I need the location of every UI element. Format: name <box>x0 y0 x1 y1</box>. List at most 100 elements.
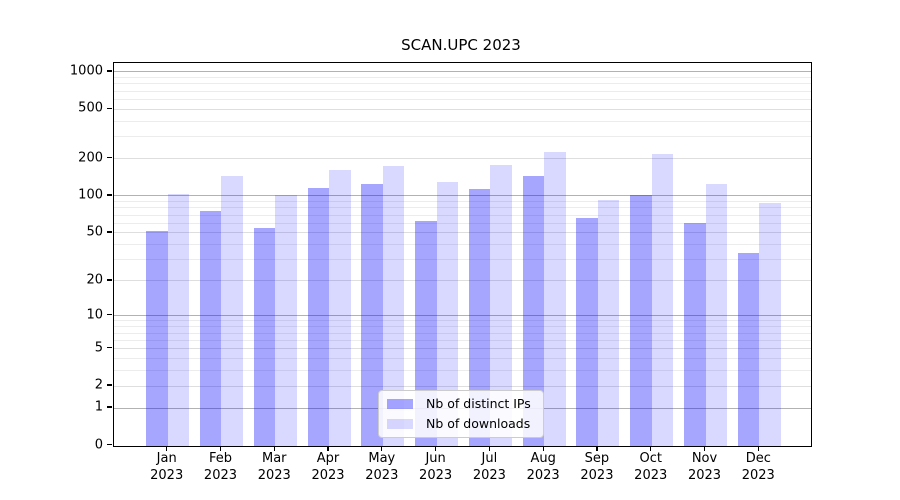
minor-gridline <box>113 214 811 216</box>
y-tick-mark <box>106 194 112 196</box>
y-tick-mark <box>106 346 112 349</box>
minor-gridline <box>113 332 811 334</box>
y-tick-label: 50 <box>86 224 103 240</box>
x-tick-label: Jun 2023 <box>404 450 468 484</box>
bar-distinct-ips-sep <box>576 218 598 446</box>
legend: Nb of distinct IPs Nb of downloads <box>378 390 544 438</box>
x-tick-mark <box>434 446 437 451</box>
minor-gridline <box>113 77 811 79</box>
x-tick-year: 2023 <box>634 468 668 483</box>
y-tick-mark <box>106 384 112 386</box>
bar-downloads-apr <box>329 170 351 446</box>
bar-distinct-ips-apr <box>307 187 330 446</box>
x-tick-year: 2023 <box>203 468 238 483</box>
x-tick-mark <box>757 446 759 451</box>
x-tick-mark <box>703 446 706 451</box>
bar-distinct-ips-oct <box>630 194 652 446</box>
y-tick-mark <box>106 279 112 281</box>
major-gridline <box>113 315 811 317</box>
minor-gridline <box>113 320 811 322</box>
legend-item-distinct-ips: Nb of distinct IPs <box>387 396 535 412</box>
minor-gridline <box>113 222 811 224</box>
minor-gridline <box>113 385 811 387</box>
legend-label-downloads: Nb of downloads <box>426 416 531 431</box>
x-tick-label: Mar 2023 <box>242 450 306 484</box>
y-tick-label: 100 <box>78 187 103 203</box>
x-tick-label: Jul 2023 <box>457 450 521 484</box>
x-tick-mark <box>219 446 222 451</box>
minor-gridline <box>113 259 811 261</box>
x-tick-mark <box>166 446 168 451</box>
minor-gridline <box>113 158 811 160</box>
minor-gridline <box>113 120 811 122</box>
x-tick-month: Jan <box>156 451 177 466</box>
minor-gridline <box>113 348 811 350</box>
y-tick-label: 1 <box>94 399 103 415</box>
minor-gridline <box>113 244 811 246</box>
x-tick-label: Oct 2023 <box>619 450 683 484</box>
y-tick-mark <box>106 157 112 159</box>
bar-distinct-ips-feb <box>199 211 222 446</box>
bar-distinct-ips-nov <box>684 223 706 446</box>
x-tick-year: 2023 <box>526 468 560 483</box>
minor-gridline <box>113 339 811 341</box>
minor-gridline <box>113 90 811 92</box>
x-tick-year: 2023 <box>257 468 291 483</box>
bar-downloads-jul <box>490 164 512 446</box>
bar-distinct-ips-jun <box>415 221 437 446</box>
minor-gridline <box>113 201 811 203</box>
y-tick-mark <box>106 406 112 408</box>
x-tick-month: Sep <box>584 451 610 466</box>
bar-distinct-ips-jul <box>468 188 491 446</box>
minor-gridline <box>113 357 811 359</box>
y-tick-label: 0 <box>94 437 103 452</box>
y-tick-label: 20 <box>86 272 103 288</box>
x-tick-label: Jan 2023 <box>135 450 199 484</box>
x-tick-month: Feb <box>208 451 232 466</box>
bar-distinct-ips-may <box>361 184 383 446</box>
x-tick-year: 2023 <box>687 468 722 483</box>
x-tick-year: 2023 <box>419 468 453 483</box>
x-tick-mark <box>542 446 544 451</box>
bar-downloads-aug <box>544 151 566 446</box>
y-tick-label: 10 <box>86 307 103 323</box>
y-tick-label: 1000 <box>69 63 103 79</box>
x-tick-label: Feb 2023 <box>188 450 252 484</box>
y-tick-mark <box>106 231 112 233</box>
y-tick-mark <box>106 314 112 316</box>
minor-gridline <box>113 83 811 85</box>
minor-gridline <box>113 99 811 100</box>
x-tick-year: 2023 <box>150 468 184 483</box>
x-tick-year: 2023 <box>311 468 345 483</box>
bar-downloads-oct <box>651 154 674 446</box>
x-tick-year: 2023 <box>580 468 614 483</box>
y-tick-label: 500 <box>78 100 103 116</box>
minor-gridline <box>113 370 811 372</box>
x-tick-label: Dec 2023 <box>726 450 790 484</box>
bar-downloads-nov <box>705 183 727 446</box>
chart-title: SCAN.UPC 2023 <box>401 36 521 54</box>
plot-area <box>112 61 812 447</box>
bar-downloads-sep <box>597 199 620 446</box>
x-tick-mark <box>327 446 329 451</box>
bar-downloads-jun <box>436 181 459 446</box>
bar-distinct-ips-mar <box>253 227 276 446</box>
legend-swatch-downloads <box>387 419 413 429</box>
x-tick-month: Jul <box>481 451 498 466</box>
x-tick-label: May 2023 <box>350 450 414 484</box>
bar-distinct-ips-aug <box>522 176 545 446</box>
x-tick-month: Nov <box>691 451 718 466</box>
bar-downloads-jan <box>167 193 190 446</box>
minor-gridline <box>113 232 811 234</box>
x-tick-month: Oct <box>639 451 662 466</box>
x-tick-year: 2023 <box>365 468 399 483</box>
minor-gridline <box>113 207 811 209</box>
minor-gridline <box>113 108 811 110</box>
x-tick-month: Aug <box>530 451 556 466</box>
x-tick-year: 2023 <box>741 468 775 483</box>
bar-downloads-feb <box>221 176 243 446</box>
major-gridline <box>113 71 811 73</box>
bar-downloads-dec <box>759 202 781 446</box>
bar-downloads-mar <box>275 194 297 446</box>
